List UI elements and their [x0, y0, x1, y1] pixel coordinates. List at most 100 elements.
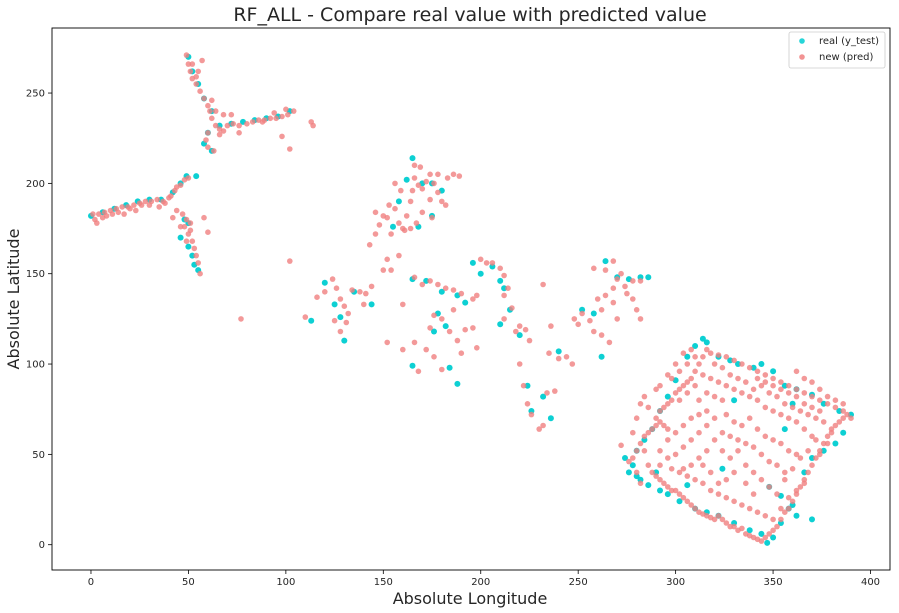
- pred-point: [209, 115, 215, 122]
- pred-point: [197, 270, 203, 277]
- pred-point: [598, 332, 605, 338]
- pred-point: [435, 171, 441, 178]
- real-point: [758, 530, 765, 537]
- pred-point: [809, 379, 815, 385]
- pred-point: [439, 366, 445, 373]
- pred-point: [183, 52, 190, 58]
- pred-point: [205, 130, 211, 136]
- pred-point: [785, 382, 792, 389]
- pred-point: [754, 375, 761, 382]
- pred-point: [723, 520, 730, 526]
- pred-point: [563, 354, 570, 360]
- pred-point: [707, 375, 714, 382]
- real-point: [781, 382, 788, 389]
- pred-point: [287, 146, 293, 152]
- real-point: [469, 259, 476, 266]
- pred-point: [193, 252, 199, 259]
- pred-point: [665, 426, 671, 432]
- pred-point: [797, 408, 804, 414]
- pred-point: [700, 372, 706, 378]
- pred-point: [407, 198, 414, 205]
- pred-point: [754, 426, 761, 432]
- pred-point: [419, 281, 426, 288]
- pred-point: [458, 290, 465, 297]
- real-point: [764, 539, 771, 546]
- pred-point: [168, 193, 174, 199]
- real-point: [731, 397, 738, 404]
- pred-point: [832, 422, 839, 429]
- pred-point: [707, 350, 714, 357]
- pred-point: [727, 455, 733, 461]
- pred-point: [672, 361, 679, 367]
- pred-point: [417, 164, 424, 170]
- pred-point: [173, 207, 180, 214]
- pred-point: [528, 411, 535, 418]
- real-point: [403, 176, 410, 183]
- pred-point: [187, 227, 194, 234]
- pred-point: [758, 382, 765, 389]
- pred-point: [372, 231, 379, 237]
- pred-point: [844, 411, 850, 418]
- pred-point: [801, 390, 808, 396]
- pred-point: [840, 401, 846, 407]
- pred-point: [279, 133, 285, 140]
- pred-point: [162, 200, 168, 206]
- pred-point: [723, 476, 730, 483]
- pred-point: [782, 509, 788, 515]
- pred-point: [692, 354, 698, 360]
- pred-point: [707, 469, 714, 476]
- real-point: [409, 155, 416, 162]
- pred-point: [403, 213, 410, 219]
- pred-point: [645, 429, 652, 436]
- pred-point: [793, 368, 800, 375]
- pred-point: [809, 393, 815, 400]
- pred-point: [778, 386, 784, 393]
- pred-point: [363, 290, 369, 297]
- pred-point: [146, 202, 153, 208]
- pred-point: [183, 216, 190, 223]
- pred-point: [676, 469, 683, 476]
- pred-point: [230, 121, 236, 127]
- pred-point: [516, 323, 523, 329]
- pred-point: [665, 401, 671, 407]
- pred-point: [817, 451, 823, 458]
- pred-point: [731, 386, 737, 393]
- pred-point: [680, 382, 687, 389]
- pred-point: [750, 444, 757, 450]
- pred-point: [778, 505, 784, 512]
- pred-point: [409, 187, 416, 194]
- pred-point: [793, 419, 800, 425]
- pred-point: [497, 265, 504, 272]
- pred-point: [739, 390, 745, 396]
- pred-point: [645, 404, 652, 411]
- real-point: [454, 380, 461, 387]
- real-point: [684, 353, 691, 360]
- pred-point: [704, 346, 710, 353]
- pred-point: [782, 469, 788, 476]
- pred-point: [205, 144, 211, 150]
- y-axis-label: Absolute Latitude: [4, 229, 23, 370]
- pred-point: [801, 375, 808, 382]
- pred-point: [665, 437, 671, 443]
- pred-point: [688, 415, 694, 422]
- pred-point: [668, 487, 675, 494]
- pred-point: [624, 290, 630, 297]
- pred-point: [173, 184, 180, 190]
- pred-point: [672, 429, 679, 436]
- pred-point: [205, 229, 211, 235]
- pred-point: [762, 372, 769, 378]
- pred-point: [778, 440, 784, 447]
- pred-point: [778, 379, 784, 385]
- pred-point: [329, 276, 336, 282]
- x-tick-label: 200: [471, 577, 490, 588]
- real-point: [462, 299, 469, 306]
- x-axis-ticks: 0 50 100 150 200 250 300 350 400: [88, 570, 880, 588]
- pred-point: [614, 276, 620, 282]
- pred-point: [439, 316, 445, 322]
- pred-point: [684, 361, 691, 367]
- pred-point: [684, 390, 691, 396]
- pred-point: [427, 196, 433, 203]
- pred-point: [692, 476, 698, 483]
- pred-point: [273, 115, 279, 122]
